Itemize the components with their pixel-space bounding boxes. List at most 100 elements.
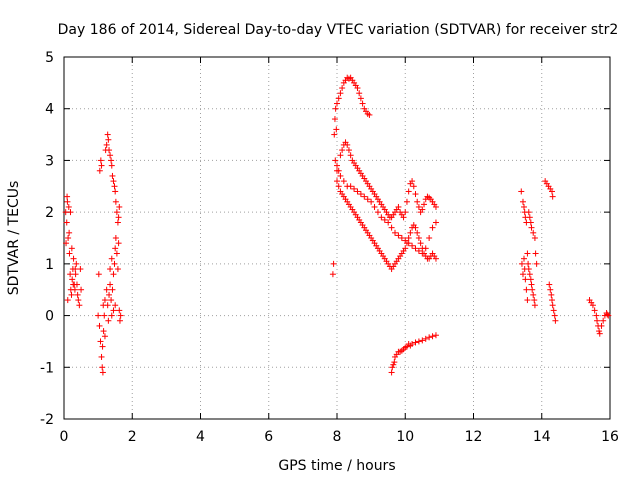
data-point	[409, 242, 416, 249]
y-tick-label: 1	[45, 257, 54, 273]
data-point	[519, 271, 526, 278]
data-point	[96, 167, 103, 174]
data-point	[422, 335, 429, 342]
data-point	[354, 85, 361, 92]
data-point	[78, 286, 85, 293]
data-point	[95, 271, 102, 278]
data-point	[409, 178, 416, 185]
data-point	[333, 126, 340, 133]
data-point	[429, 333, 436, 340]
data-point	[415, 235, 422, 241]
data-point	[551, 312, 558, 319]
data-point	[337, 90, 344, 97]
data-point	[116, 203, 123, 210]
data-point	[429, 224, 436, 231]
data-point	[339, 85, 346, 92]
data-point	[395, 232, 402, 239]
data-point	[112, 245, 119, 252]
data-point	[432, 203, 439, 210]
data-point	[522, 276, 529, 283]
data-point	[531, 235, 538, 241]
y-tick-label: -1	[40, 360, 54, 376]
y-tick-label: 4	[45, 102, 54, 118]
data-point	[107, 266, 114, 273]
data-point	[598, 322, 605, 329]
data-point	[111, 260, 118, 267]
x-tick-label: 16	[601, 429, 619, 445]
data-point	[357, 95, 364, 102]
data-point	[594, 317, 601, 324]
data-point	[354, 188, 361, 195]
data-point	[432, 255, 439, 262]
data-point	[547, 286, 554, 293]
chart-title: Day 186 of 2014, Sidereal Day-to-day VTE…	[58, 22, 619, 38]
data-point	[115, 214, 122, 221]
data-point	[532, 250, 539, 257]
data-point	[330, 260, 337, 267]
data-point	[524, 250, 531, 257]
data-point	[65, 203, 72, 210]
data-point	[419, 337, 426, 344]
data-point	[550, 307, 557, 314]
data-point	[521, 203, 528, 210]
y-axis-label: SDTVAR / TECUs	[6, 181, 22, 296]
data-point	[72, 271, 79, 278]
data-point	[72, 266, 79, 273]
data-point	[605, 312, 612, 319]
data-point	[519, 198, 526, 205]
data-point	[339, 147, 346, 154]
data-point	[76, 302, 83, 309]
data-point	[414, 229, 421, 236]
data-point	[548, 297, 555, 304]
data-point	[400, 214, 407, 221]
data-point	[115, 240, 122, 247]
data-point	[66, 229, 73, 236]
data-point	[371, 203, 378, 210]
data-point	[391, 359, 398, 366]
data-point	[65, 235, 72, 241]
x-tick-label: 10	[396, 429, 414, 445]
data-point	[337, 152, 344, 159]
data-point	[356, 90, 363, 97]
data-point	[533, 260, 540, 267]
data-point	[66, 250, 73, 257]
data-point	[334, 100, 340, 107]
data-point	[108, 157, 115, 164]
data-point	[398, 235, 405, 241]
data-point	[402, 237, 409, 244]
data-point	[345, 147, 352, 154]
data-point	[388, 224, 395, 231]
data-point	[340, 178, 347, 185]
data-point	[108, 297, 115, 304]
data-point	[103, 141, 110, 148]
data-point	[109, 172, 116, 179]
data-point	[96, 322, 103, 329]
data-point	[524, 297, 531, 304]
data-point	[525, 209, 532, 216]
data-point	[405, 188, 412, 195]
data-point	[334, 178, 340, 185]
data-point	[403, 198, 410, 205]
data-point	[523, 286, 530, 293]
data-point	[600, 317, 607, 324]
data-point	[99, 364, 106, 371]
data-point	[114, 266, 121, 273]
data-point	[105, 317, 112, 324]
data-point	[552, 317, 559, 324]
data-point	[412, 224, 419, 231]
data-point	[591, 307, 598, 314]
data-point	[77, 266, 84, 273]
data-point	[335, 183, 342, 190]
data-point	[402, 245, 409, 252]
data-point	[410, 183, 417, 190]
data-point	[105, 136, 112, 143]
data-point	[422, 245, 429, 252]
data-point	[108, 312, 115, 319]
data-point	[67, 209, 74, 216]
data-point	[374, 209, 381, 216]
data-point	[390, 361, 397, 368]
x-tick-label: 0	[60, 429, 69, 445]
data-point	[412, 245, 419, 252]
data-point	[385, 219, 392, 226]
